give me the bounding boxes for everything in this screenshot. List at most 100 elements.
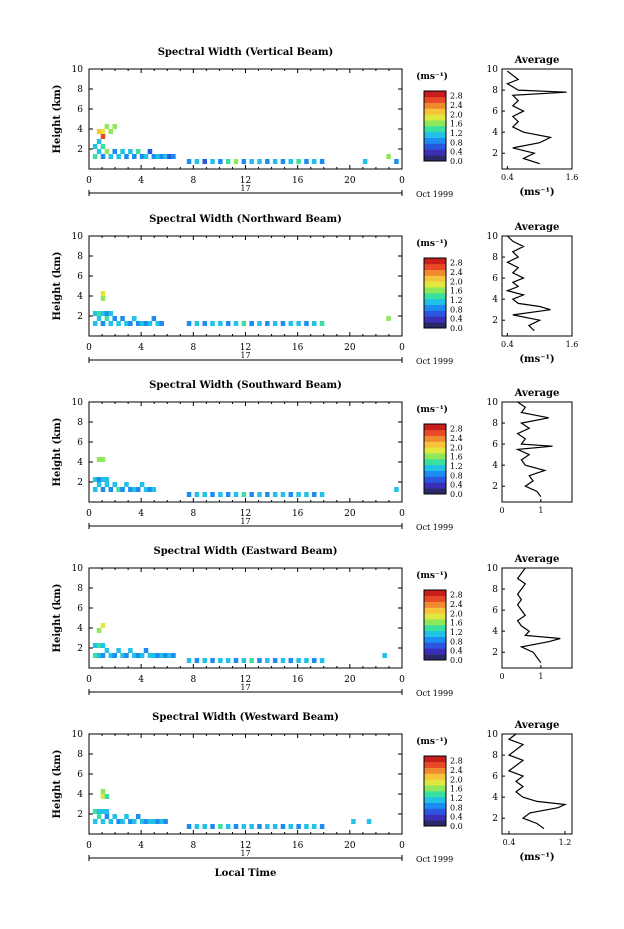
colorbar-swatch: [424, 91, 446, 98]
colorbar-swatch: [424, 258, 446, 265]
colorbar-tick-label: 0.8: [450, 803, 463, 812]
data-cell: [100, 477, 106, 482]
data-cell: [132, 653, 137, 658]
data-cell: [296, 159, 301, 164]
colorbar-tick-label: 1.6: [450, 120, 463, 129]
data-cell: [272, 658, 278, 663]
panel-title: Spectral Width (Northward Beam): [149, 214, 342, 225]
colorbar-swatch: [424, 322, 446, 329]
data-cell: [112, 149, 117, 154]
x-tick-label: 0: [86, 675, 92, 685]
data-cell: [100, 311, 106, 316]
data-cell: [104, 149, 110, 154]
colorbar-tick-label: 2.8: [450, 425, 463, 434]
profile-y-tick-label: 8: [492, 419, 498, 429]
profile-y-tick-label: 10: [487, 398, 499, 408]
y-tick-label: 6: [77, 604, 83, 614]
data-cell: [249, 492, 254, 497]
data-cell: [108, 129, 114, 134]
data-cell: [151, 154, 157, 159]
data-cell: [319, 824, 325, 829]
data-cell: [210, 824, 215, 829]
data-cell: [92, 809, 98, 814]
x-tick-label: 16: [292, 841, 304, 851]
data-cell: [108, 154, 114, 159]
colorbar-swatch: [424, 143, 446, 150]
data-cell: [147, 653, 153, 658]
x-tick-label: 4: [138, 509, 144, 519]
y-tick-label: 6: [77, 272, 83, 282]
data-cell: [92, 487, 98, 492]
colorbar-swatch: [424, 131, 446, 138]
data-cell: [319, 658, 325, 663]
data-cell: [96, 316, 102, 321]
colorbar-frame: [423, 589, 447, 661]
data-cell: [257, 321, 262, 326]
colorbar-tick-label: 1.6: [450, 619, 463, 628]
colorbar-tick-label: 1.2: [450, 296, 463, 305]
colorbar-swatch: [424, 636, 446, 643]
data-cell: [394, 487, 399, 492]
data-cell: [151, 487, 157, 492]
colorbar-swatch: [424, 791, 446, 798]
data-cell: [139, 321, 145, 326]
colorbar-swatch: [424, 796, 446, 803]
data-cell: [96, 457, 102, 462]
y-tick-label: 2: [77, 644, 83, 654]
profile-title: Average: [514, 388, 560, 399]
y-tick-label: 8: [77, 252, 83, 262]
colorbar-swatch: [424, 281, 446, 288]
colorbar-swatch: [424, 820, 446, 827]
profile-y-tick-label: 2: [492, 648, 498, 658]
colorbar-unit: (ms⁻¹): [416, 404, 448, 415]
data-cell: [194, 321, 200, 326]
data-cell: [249, 159, 254, 164]
y-tick-label: 10: [72, 232, 84, 242]
data-cell: [100, 129, 106, 134]
y-tick-label: 4: [77, 790, 83, 800]
data-cell: [210, 658, 215, 663]
data-cell: [233, 321, 239, 326]
data-cell: [159, 819, 164, 824]
data-cell: [194, 824, 200, 829]
data-cell: [394, 159, 399, 164]
colorbar-swatch: [424, 613, 446, 620]
data-cell: [155, 154, 161, 159]
colorbar-swatch: [424, 447, 446, 454]
colorbar-swatch: [424, 120, 446, 127]
data-cell: [132, 154, 137, 159]
data-cell: [202, 824, 207, 829]
data-cell: [104, 814, 110, 819]
data-cell: [163, 819, 168, 824]
data-cell: [319, 321, 325, 326]
data-cell: [167, 653, 172, 658]
colorbar-swatch: [424, 310, 446, 317]
colorbar-swatch: [424, 482, 446, 489]
data-cell: [108, 311, 114, 316]
data-cell: [143, 487, 149, 492]
profile-x-tick-label: 0: [499, 506, 504, 515]
colorbar-swatch: [424, 654, 446, 661]
y-tick-label: 6: [77, 105, 83, 115]
colorbar-swatch: [424, 488, 446, 495]
data-cell: [225, 824, 231, 829]
colorbar-swatch: [424, 785, 446, 792]
x-tick-label: 20: [344, 509, 356, 519]
colorbar-tick-label: 1.2: [450, 794, 463, 803]
data-cell: [202, 492, 207, 497]
data-cell: [143, 321, 149, 326]
colorbar-tick-label: 2.8: [450, 259, 463, 268]
colorbar-swatch: [424, 808, 446, 815]
data-cell: [92, 477, 98, 482]
x-tick-label: 8: [190, 675, 196, 685]
data-cell: [288, 492, 294, 497]
y-tick-label: 8: [77, 750, 83, 760]
data-cell: [312, 658, 317, 663]
colorbar-swatch: [424, 476, 446, 483]
colorbar-swatch: [424, 269, 446, 276]
colorbar-tick-label: 0.4: [450, 481, 463, 490]
x-tick-label: 0: [86, 343, 92, 353]
data-cell: [120, 487, 125, 492]
colorbar-tick-label: 0.4: [450, 315, 463, 324]
